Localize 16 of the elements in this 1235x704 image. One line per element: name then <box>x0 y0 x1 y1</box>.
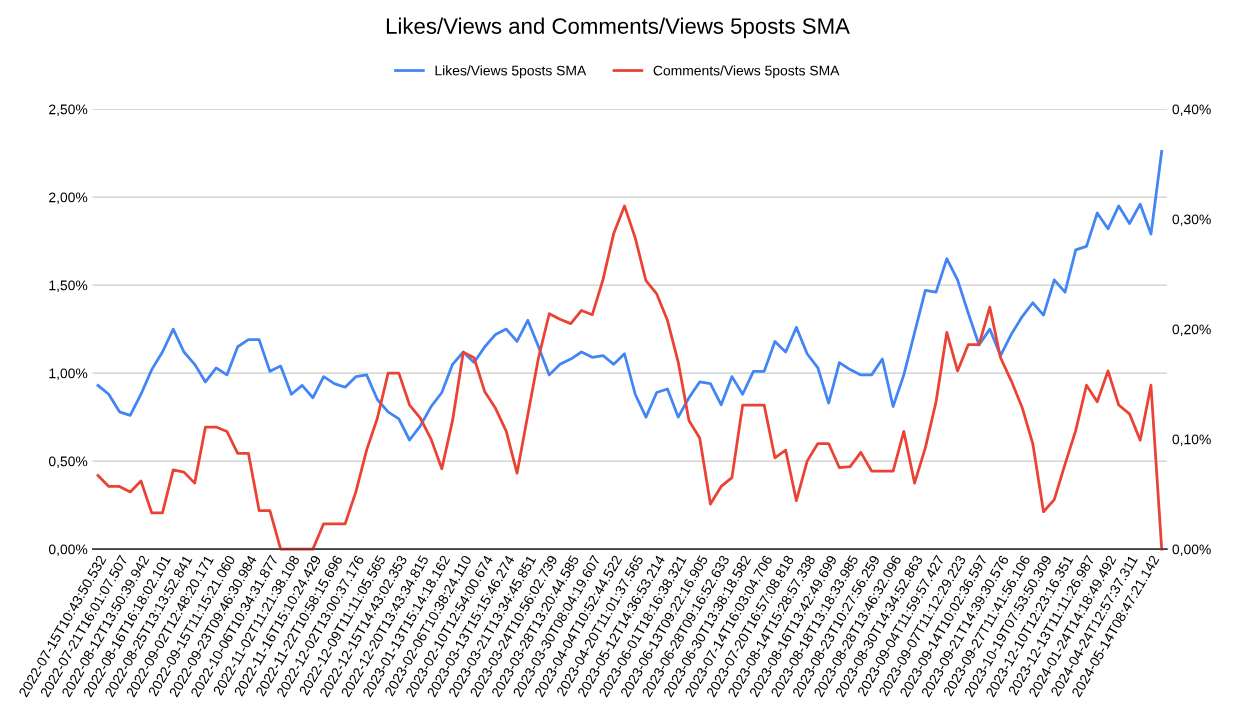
chart-title: Likes/Views and Comments/Views 5posts SMA <box>386 17 850 39</box>
y2-tick-label: 0,00% <box>1172 544 1211 556</box>
y2-tick-label: 0,40% <box>1172 104 1211 116</box>
y2-tick-label: 0,10% <box>1172 434 1211 446</box>
line-series <box>96 204 1164 551</box>
y-tick-label: 0,00% <box>48 544 88 556</box>
y-tick-label: 2,50% <box>49 104 88 116</box>
y-tick-label: 1,50% <box>49 280 88 292</box>
line-series <box>96 149 1164 442</box>
legend-label: Comments/Views 5posts SMA <box>653 65 840 79</box>
y-tick-label: 0,50% <box>48 456 88 468</box>
legend-label: Likes/Views 5posts SMA <box>435 65 587 79</box>
y2-tick-label: 0,20% <box>1172 324 1211 336</box>
y-tick-label: 2,00% <box>49 192 88 204</box>
y2-tick-label: 0,30% <box>1172 214 1211 226</box>
y-tick-label: 1,00% <box>49 368 88 380</box>
